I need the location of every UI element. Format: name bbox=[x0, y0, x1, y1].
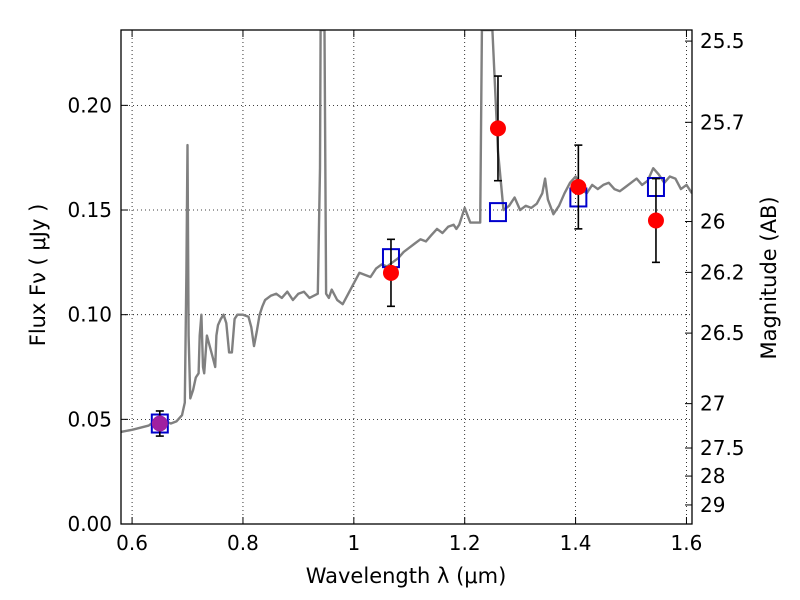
axis-ticks: 0.6 0.8 1 1.2 1.4 1.6 0.00 0.05 0.10 0.15 0.20 25.5… bbox=[67, 29, 744, 555]
x-tick-label: 1.6 bbox=[671, 531, 703, 555]
x-tick-label: 1.4 bbox=[560, 531, 592, 555]
x-tick-label: 1.2 bbox=[449, 531, 481, 555]
right-tick-label: 25.5 bbox=[700, 29, 745, 53]
x-tick-label: 0.6 bbox=[116, 531, 148, 555]
y-tick-label: 0.00 bbox=[67, 512, 112, 536]
observed-flux-point bbox=[382, 264, 399, 281]
right-tick-label: 26.2 bbox=[700, 260, 745, 284]
y-tick-label: 0.15 bbox=[67, 198, 112, 222]
model-spectrum bbox=[121, 30, 692, 434]
right-tick-label: 28 bbox=[700, 464, 725, 488]
plot-frame bbox=[120, 29, 693, 525]
right-tick-label: 29 bbox=[700, 493, 725, 517]
y-tick-label: 0.20 bbox=[67, 93, 112, 117]
spectrum-line bbox=[121, 30, 692, 434]
photometry-points bbox=[150, 75, 665, 437]
y-tick-label: 0.05 bbox=[67, 407, 112, 431]
model-photometry-square bbox=[488, 202, 507, 223]
right-tick-label: 27 bbox=[700, 392, 725, 416]
right-tick-label: 25.7 bbox=[700, 110, 745, 134]
observed-flux-point bbox=[647, 212, 664, 229]
observed-flux-point bbox=[151, 415, 168, 432]
right-axis-title: Magnitude (AB) bbox=[757, 196, 781, 359]
x-axis-title: Wavelength λ (μm) bbox=[306, 564, 507, 588]
y-tick-label: 0.10 bbox=[67, 303, 112, 327]
observed-flux-point bbox=[570, 178, 587, 195]
observed-flux-point bbox=[489, 120, 506, 137]
grid bbox=[121, 30, 692, 524]
x-tick-label: 1 bbox=[347, 531, 360, 555]
right-tick-label: 26.5 bbox=[700, 321, 745, 345]
right-tick-label: 26 bbox=[700, 210, 725, 234]
y-axis-title: Flux Fν ( μJy ) bbox=[26, 204, 50, 347]
x-tick-label: 0.8 bbox=[227, 531, 259, 555]
right-tick-label: 27.5 bbox=[700, 436, 745, 460]
